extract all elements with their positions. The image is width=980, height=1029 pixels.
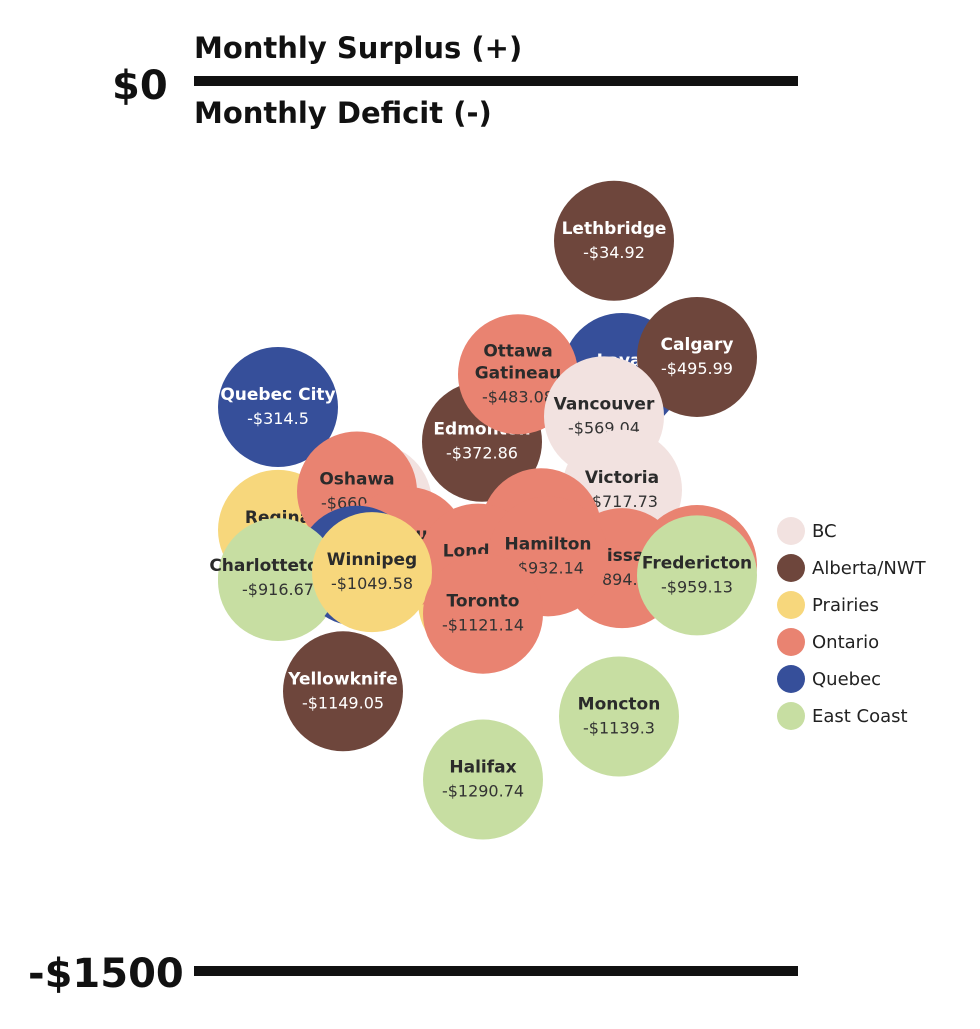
city-value-label: -$1049.58 <box>331 574 413 593</box>
city-bubble-circle <box>423 719 543 840</box>
city-bubble-circle <box>637 296 757 417</box>
city-bubble-circle <box>554 180 674 301</box>
city-name-label: Ottawa <box>483 341 552 361</box>
city-value-label: -$959.13 <box>661 577 733 596</box>
city-name-label: Lethbridge <box>562 219 667 239</box>
city-value-label: -$495.99 <box>661 359 733 378</box>
city-name-label: Vancouver <box>554 394 655 414</box>
city-name-label: Quebec City <box>220 385 335 405</box>
city-bubble: Charlottetown-$916.67 <box>209 518 347 639</box>
city-name-label: Hamilton <box>505 534 592 554</box>
legend-swatch <box>777 554 805 582</box>
surplus-label: Monthly Surplus (+) <box>194 31 522 65</box>
city-value-label: -$1121.14 <box>442 616 524 635</box>
city-value-label: -$932.14 <box>512 558 584 577</box>
bottom-axis-line <box>194 966 798 976</box>
legend-label: Ontario <box>812 632 879 653</box>
city-bubble: Yellowknife -$1149.05 <box>283 631 403 752</box>
city-bubble-circle <box>312 512 432 633</box>
city-value-label: -$34.92 <box>583 243 645 262</box>
city-bubble-circle <box>218 518 338 639</box>
legend-swatch <box>777 702 805 730</box>
top-value-label: $0 <box>112 63 168 109</box>
city-bubble: Moncton -$1139.3 <box>559 656 679 777</box>
legend-label: Alberta/NWT <box>812 558 927 579</box>
city-value-label: -$717.73 <box>586 492 658 511</box>
legend-label: Quebec <box>812 669 881 690</box>
city-value-label: -$1139.3 <box>583 719 655 738</box>
city-value-label: -$314.5 <box>247 409 309 428</box>
city-bubble-circle <box>559 656 679 777</box>
city-value-label: -$1149.05 <box>302 693 384 712</box>
city-bubble: Quebec City -$314.5 <box>218 347 338 468</box>
city-value-label: -$372.86 <box>446 444 518 463</box>
city-bubble: Winnipeg -$1049.58 <box>312 512 432 633</box>
city-bubble: Calgary -$495.99 <box>637 296 757 417</box>
legend-swatch <box>777 628 805 656</box>
city-bubble: Halifax -$1290.74 <box>423 719 543 840</box>
city-name-label: Oshawa <box>319 469 394 489</box>
city-name-label: Winnipeg <box>327 550 417 570</box>
city-bubble: Toronto -$1121.14 <box>423 553 543 674</box>
legend-label: East Coast <box>812 706 908 727</box>
legend-swatch <box>777 591 805 619</box>
legend-swatch <box>777 665 805 693</box>
city-name-label: Moncton <box>578 695 661 715</box>
city-bubble: Lethbridge -$34.92 <box>554 180 674 301</box>
city-bubble-circle <box>283 631 403 752</box>
deficit-label: Monthly Deficit (-) <box>194 96 492 130</box>
city-bubble-circle <box>218 347 338 468</box>
city-value-label: -$1290.74 <box>442 782 524 801</box>
city-bubble-circle <box>637 515 757 636</box>
city-name-label: Halifax <box>449 758 516 778</box>
legend-label: BC <box>812 521 837 542</box>
city-name-label: Yellowknife <box>287 669 397 689</box>
city-bubble-circle <box>423 553 543 674</box>
city-name-label: Toronto <box>447 592 520 612</box>
city-value-label: -$483.08 <box>482 387 554 406</box>
legend-label: Prairies <box>812 595 879 616</box>
legend-swatch <box>777 517 805 545</box>
bottom-value-label: -$1500 <box>28 951 184 997</box>
legend: BC Alberta/NWT Prairies Ontario Quebec East C… <box>777 517 927 730</box>
city-name-label: Fredericton <box>642 553 752 573</box>
city-value-label: -$916.67 <box>242 580 314 599</box>
city-name-label: Calgary <box>661 335 734 355</box>
top-axis-line <box>194 76 798 86</box>
city-bubble: Fredericton -$959.13 <box>637 515 757 636</box>
city-name-label: Gatineau <box>475 363 562 383</box>
city-name-label: Victoria <box>585 468 659 488</box>
bubbles-group: Quebec City-$314.5Lethbridge-$34.92Edmon… <box>209 180 757 840</box>
